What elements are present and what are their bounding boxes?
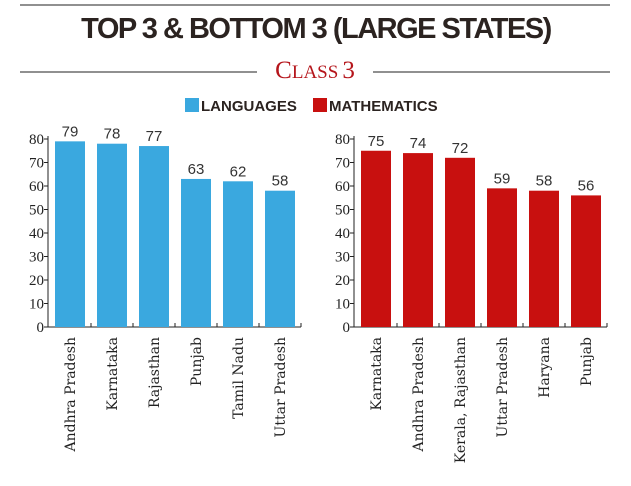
y-tick-label: 50 (335, 203, 350, 219)
data-label: 58 (272, 173, 289, 190)
y-tick-label: 70 (335, 156, 350, 172)
x-tick-label: Haryana (537, 337, 553, 398)
x-tick-label: Andhra Pradesh (63, 337, 79, 453)
y-tick-label: 60 (335, 179, 350, 195)
bar (223, 181, 253, 327)
x-tick-label: Tamil Nadu (231, 337, 247, 419)
data-label: 74 (410, 135, 427, 152)
bar (529, 190, 559, 327)
data-label: 75 (368, 133, 385, 150)
legend-label-mathematics: MATHEMATICS (329, 98, 438, 115)
legend-swatch-languages (185, 98, 199, 112)
y-tick-label: 0 (37, 320, 45, 336)
data-label: 59 (494, 170, 511, 187)
data-label: 62 (230, 163, 247, 180)
x-tick-label: Rajasthan (147, 337, 163, 408)
bar (487, 188, 517, 327)
bar (97, 143, 127, 327)
y-tick-label: 40 (29, 226, 44, 242)
bar-chart-languages: 0 10 20 30 40 50 60 70 80 79 Andhra Pradesh 78 Karna… (29, 123, 302, 453)
y-tick-label: 30 (29, 250, 44, 266)
x-tick-label: Punjab (579, 337, 595, 386)
y-tick-label: 70 (29, 156, 44, 172)
y-tick-label: 20 (29, 273, 44, 289)
data-label: 56 (578, 177, 595, 194)
data-label: 72 (452, 140, 469, 157)
bar (403, 153, 433, 327)
legend-label-languages: LANGUAGES (201, 98, 297, 115)
y-tick-label: 80 (29, 132, 44, 148)
x-tick-label: Andhra Pradesh (411, 337, 427, 453)
bar (445, 157, 475, 327)
y-tick-label: 40 (335, 226, 350, 242)
y-tick-label: 10 (335, 297, 350, 313)
chart-subtitle: CLASS 3 (275, 57, 355, 84)
y-tick-label: 20 (335, 273, 350, 289)
data-label: 77 (146, 128, 163, 145)
chart-title: TOP 3 & BOTTOM 3 (LARGE STATES) (81, 13, 551, 45)
bar (139, 146, 169, 327)
y-tick-label: 0 (343, 320, 351, 336)
y-tick-label: 50 (29, 203, 44, 219)
data-label: 78 (104, 126, 121, 143)
x-tick-label: Karnataka (105, 337, 121, 411)
data-label: 58 (536, 173, 553, 190)
x-tick-label: Uttar Pradesh (273, 337, 289, 437)
y-tick-label: 10 (29, 297, 44, 313)
y-tick-label: 60 (29, 179, 44, 195)
x-tick-label: Punjab (189, 337, 205, 386)
bar (361, 150, 391, 327)
x-tick-label: Uttar Pradesh (495, 337, 511, 437)
bar (181, 178, 211, 327)
y-tick-label: 30 (335, 250, 350, 266)
bar (265, 190, 295, 327)
bar (55, 141, 85, 327)
y-tick-label: 80 (335, 132, 350, 148)
bar-chart-mathematics: 0 10 20 30 40 50 60 70 80 75 Karnataka 74 Andhra Pra… (335, 132, 608, 463)
bar (571, 195, 601, 327)
legend-swatch-mathematics (313, 98, 327, 112)
x-tick-label: Kerala, Rajasthan (453, 337, 469, 463)
legend: LANGUAGES MATHEMATICS (185, 98, 438, 115)
data-label: 63 (188, 161, 205, 178)
x-tick-label: Karnataka (369, 337, 385, 411)
data-label: 79 (62, 123, 79, 140)
